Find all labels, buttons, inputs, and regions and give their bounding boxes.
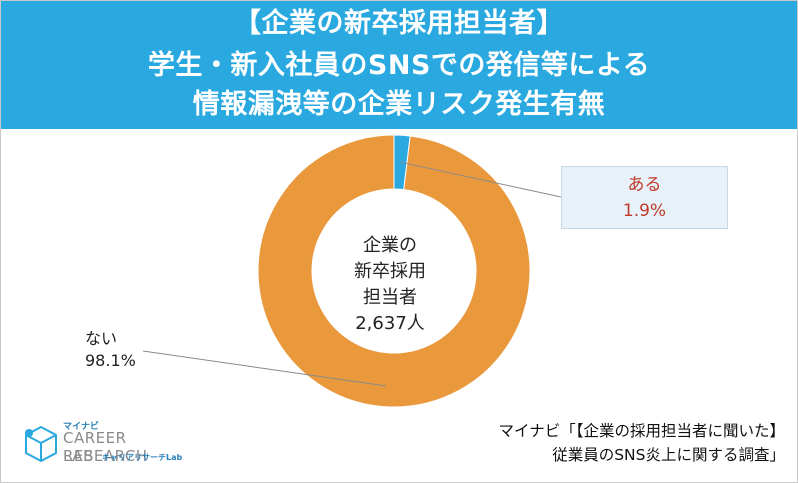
- leader-line-aru: [400, 161, 562, 198]
- data-label-aru: ある 1.9%: [561, 166, 728, 229]
- logo-mynavi: マイナビ: [63, 422, 99, 432]
- data-label-aru-name: ある: [627, 175, 662, 195]
- logo-brand-line-2: LAB: [63, 447, 94, 465]
- leader-line-nai: [142, 350, 387, 387]
- cube-logo-icon: [25, 425, 57, 463]
- data-label-nai: ない 98.1%: [85, 328, 136, 372]
- donut-slice-nai: [257, 134, 531, 408]
- data-label-nai-value: 98.1%: [85, 351, 136, 370]
- source-note: マイナビ「【企業の採用担当者に聞いた】 従業員のSNS炎上に関する調査」: [499, 419, 785, 467]
- source-line-2: 従業員のSNS炎上に関する調査」: [552, 446, 785, 464]
- donut-slices: [257, 134, 531, 408]
- center-label-count: 2,637人: [355, 313, 425, 334]
- data-label-aru-value: 1.9%: [622, 201, 667, 221]
- career-research-lab-logo: マイナビ CAREER RESEARCH LAB キャリアリサーチLab: [23, 419, 213, 469]
- title-line-1: 【企業の新卒採用担当者】: [234, 8, 564, 39]
- title-banner: 【企業の新卒採用担当者】 学生・新入社員のSNSでの発信等による 情報漏洩等の企…: [1, 1, 797, 129]
- center-label-line-3: 担当者: [363, 287, 417, 308]
- logo-subtitle: キャリアリサーチLab: [102, 453, 183, 462]
- center-label-line-2: 新卒採用: [354, 261, 426, 282]
- source-line-1: マイナビ「【企業の採用担当者に聞いた】: [498, 422, 785, 440]
- logo-brand-line-1: CAREER RESEARCH: [63, 429, 148, 465]
- data-label-nai-name: ない: [85, 329, 118, 348]
- center-label-line-1: 企業の: [363, 235, 417, 256]
- title-line-2: 学生・新入社員のSNSでの発信等による: [147, 50, 651, 81]
- donut-center-label: 企業の 新卒採用 担当者 2,637人: [320, 233, 460, 337]
- title-line-3: 情報漏洩等の企業リスク発生有無: [192, 89, 606, 120]
